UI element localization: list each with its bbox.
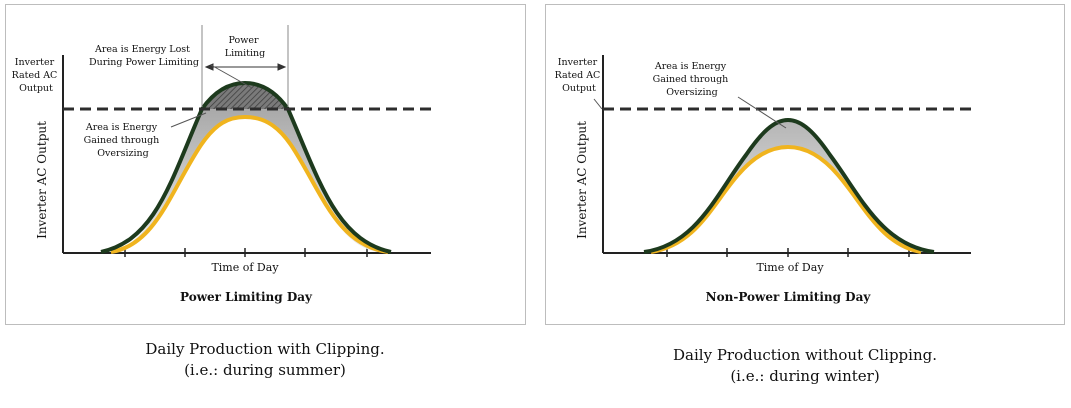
left-caption: Daily Production with Clipping. (i.e.: d… xyxy=(40,339,490,381)
non-power-limiting-day-panel: Area is Energy Gained through Oversizing… xyxy=(545,4,1065,325)
actual-output-curve xyxy=(110,114,389,254)
lost-area-pointer xyxy=(210,64,253,89)
gained-area-pointer xyxy=(170,112,207,128)
caption-line: Daily Production with Clipping. xyxy=(145,340,385,358)
right-caption: Daily Production without Clipping. (i.e.… xyxy=(580,345,1030,387)
x-axis-label: Time of Day xyxy=(756,261,824,274)
y-axis-label: Inverter AC Output xyxy=(35,121,49,239)
output-curve xyxy=(643,117,935,254)
rated-label-pointer xyxy=(593,98,603,110)
clipped-output-curve xyxy=(100,80,392,254)
gained-area-pointer xyxy=(737,96,787,129)
energy-gained-annotation: Area is Energy Gained through Oversizing xyxy=(84,122,163,159)
non-power-limiting-diagram: Area is Energy Gained through Oversizing… xyxy=(555,55,971,304)
energy-lost-annotation: Area is Energy Lost During Power Limitin… xyxy=(89,44,199,68)
rated-ac-output-label: Inverter Rated AC Output xyxy=(555,57,604,94)
x-axis-label: Time of Day xyxy=(211,261,279,274)
caption-line: (i.e.: during winter) xyxy=(730,367,880,385)
rated-ac-output-label: Inverter Rated AC Output xyxy=(12,57,61,94)
caption-line: (i.e.: during summer) xyxy=(184,361,346,379)
energy-gained-annotation: Area is Energy Gained through Oversizing xyxy=(653,61,732,98)
caption-line: Daily Production without Clipping. xyxy=(673,346,937,364)
actual-output-curve xyxy=(650,144,922,254)
power-limiting-arrow xyxy=(204,63,287,71)
power-limiting-diagram: Power Limiting Area is Energy Lost Durin… xyxy=(12,25,431,304)
panel-title: Power Limiting Day xyxy=(180,290,313,304)
power-limiting-label: Power Limiting xyxy=(225,35,265,59)
panel-title: Non-Power Limiting Day xyxy=(706,290,872,304)
y-axis-label: Inverter AC Output xyxy=(575,121,589,239)
power-limiting-day-panel: Power Limiting Area is Energy Lost Durin… xyxy=(5,4,526,325)
